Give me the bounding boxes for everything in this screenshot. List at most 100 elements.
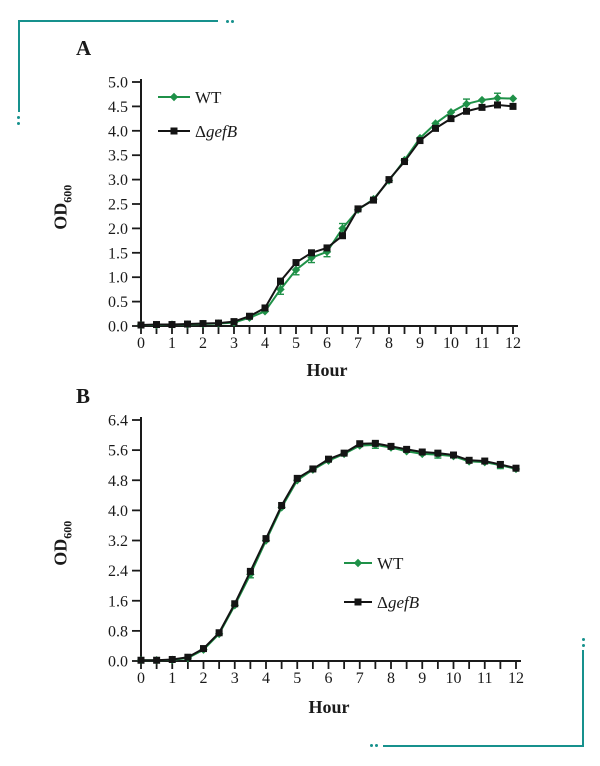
x-tick-label: 3	[230, 335, 238, 352]
gefb-data-point-marker	[496, 460, 504, 468]
x-tick-label: 0	[137, 335, 145, 352]
gefb-data-point-marker	[308, 249, 315, 257]
y-tick-label: 3.5	[108, 148, 128, 165]
gefb-series	[137, 101, 517, 329]
x-tick-label: 6	[325, 670, 333, 687]
gefb-legend-entry: ΔgefB	[344, 593, 420, 612]
wt-legend-marker	[169, 92, 179, 102]
gefb-legend-marker	[354, 598, 362, 606]
gefb-data-point-marker	[371, 439, 379, 447]
gefb-data-point-marker	[137, 321, 145, 329]
gefb-data-point-marker	[465, 456, 473, 464]
wt-series-line	[141, 443, 517, 662]
gefb-data-point-marker	[370, 196, 377, 204]
panel-b-label: B	[76, 384, 91, 408]
x-tick-label: 3	[231, 670, 239, 687]
wt-series	[136, 92, 518, 330]
gefb-data-point-marker	[450, 451, 457, 459]
gefb-data-point-marker	[246, 567, 254, 575]
y-tick-label: 6.4	[108, 413, 128, 430]
x-tick-label: 2	[200, 670, 208, 687]
gefb-data-point-marker	[434, 449, 442, 457]
panel-b-plot: 0.00.81.62.43.24.04.85.66.40 1 2 3 4 5 6 7 8 9 10 1…	[108, 413, 524, 687]
y-tick-label: 0.0	[108, 319, 128, 336]
gefb-data-point-marker	[215, 319, 222, 327]
top-bracket-dot	[231, 20, 234, 23]
y-tick-label: 0.8	[108, 623, 128, 640]
bottom-right-bracket-vertical-line	[582, 650, 584, 747]
gefb-data-point-marker	[418, 448, 426, 456]
gefb-data-point-marker	[432, 124, 439, 132]
gefb-data-point-marker	[293, 474, 301, 482]
wt-legend-entry: WT	[344, 554, 404, 573]
wt-legend-label: WT	[377, 554, 404, 573]
gefb-data-point-marker	[447, 115, 455, 123]
gefb-legend-entry: ΔgefB	[158, 122, 238, 141]
gefb-data-point-marker	[278, 501, 286, 509]
gefb-data-point-marker	[416, 137, 424, 145]
y-tick-label: 2.5	[108, 197, 128, 214]
wt-data-point-marker	[276, 285, 285, 294]
x-tick-label: 5	[292, 335, 300, 352]
x-tick-label: 10	[443, 335, 459, 352]
wt-data-point-marker	[477, 95, 487, 105]
gefb-data-point-marker	[261, 304, 269, 312]
x-tick-label: 4	[262, 670, 270, 687]
x-tick-label: 8	[385, 335, 393, 352]
gefb-data-point-marker	[199, 320, 207, 328]
y-tick-label: 1.6	[108, 593, 128, 610]
wt-legend-label: WT	[195, 88, 222, 107]
gefb-legend-label: ΔgefB	[195, 122, 238, 141]
x-tick-label: 9	[416, 335, 424, 352]
x-tick-label: 8	[387, 670, 395, 687]
y-tick-label: 4.0	[108, 503, 128, 520]
gefb-data-point-marker	[481, 457, 489, 465]
y-tick-label: 5.6	[108, 443, 128, 460]
gefb-data-point-marker	[512, 464, 520, 472]
panel-a-label: A	[76, 36, 92, 60]
gefb-data-point-marker	[200, 645, 207, 653]
gefb-data-point-marker	[387, 442, 395, 450]
wt-data-point-marker	[446, 108, 456, 117]
left-bracket-dot	[17, 116, 20, 119]
gefb-data-point-marker	[340, 449, 348, 457]
x-tick-label: 12	[505, 335, 521, 352]
wt-data-point-marker	[508, 94, 518, 103]
gefb-data-point-marker	[246, 312, 253, 320]
gefb-data-point-marker	[153, 321, 160, 329]
x-tick-label: 1	[168, 335, 176, 352]
gefb-data-point-marker	[478, 103, 486, 111]
gefb-data-point-marker	[277, 277, 284, 285]
wt-legend-marker	[353, 558, 363, 568]
y-tick-label: 4.5	[108, 99, 128, 116]
x-tick-label: 5	[293, 670, 301, 687]
x-tick-label: 10	[446, 670, 462, 687]
bottom-bracket-dot	[370, 744, 373, 747]
y-tick-label: 4.0	[108, 123, 128, 140]
gefb-data-point-marker	[385, 176, 393, 184]
x-tick-label: 4	[261, 335, 269, 352]
gefb-data-point-marker	[354, 205, 362, 213]
x-tick-label: 11	[474, 335, 489, 352]
y-tick-label: 2.0	[108, 221, 128, 238]
x-tick-label: 11	[477, 670, 492, 687]
wt-data-point-marker	[493, 93, 502, 103]
y-tick-label: 0.0	[108, 654, 128, 671]
gefb-data-point-marker	[262, 535, 270, 543]
wt-data-point-marker	[291, 265, 301, 275]
gefb-data-point-marker	[325, 455, 332, 463]
y-tick-label: 5.0	[108, 75, 128, 92]
y-tick-label: 1.0	[108, 270, 128, 287]
right-bracket-dot	[582, 638, 585, 641]
gefb-data-point-marker	[215, 629, 223, 637]
x-tick-label: 9	[418, 670, 426, 687]
gefb-data-point-marker	[168, 321, 176, 329]
x-tick-label: 7	[354, 335, 362, 352]
x-tick-label: 6	[323, 335, 331, 352]
gefb-data-point-marker	[184, 653, 192, 661]
bottom-right-bracket-horizontal-line	[383, 745, 584, 747]
x-tick-label: 2	[199, 335, 207, 352]
x-tick-label: 1	[168, 670, 176, 687]
